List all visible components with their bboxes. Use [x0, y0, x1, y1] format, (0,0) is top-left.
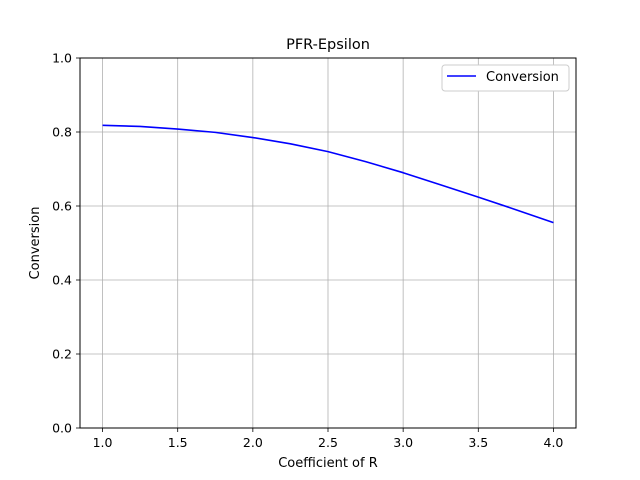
x-tick-label: 2.0 [243, 435, 263, 450]
x-tick-label: 1.0 [93, 435, 113, 450]
y-axis-label: Conversion [28, 207, 43, 280]
y-tick-label: 0.8 [52, 125, 72, 140]
chart-title: PFR-Epsilon [286, 37, 370, 53]
series-layer [102, 124, 554, 224]
y-tick-label: 1.0 [52, 51, 72, 66]
x-tick-label: 3.0 [393, 435, 413, 450]
y-tick-label: 0.6 [52, 199, 72, 214]
legend-box [441, 64, 570, 92]
legend-label: Conversion [486, 70, 559, 85]
legend: Conversion [441, 64, 570, 92]
y-tick-label: 0.0 [52, 421, 72, 436]
ticks: 1.0 1.5 2.0 2.5 3.0 3.5 4.0 0.0 0.2 0.4 0.6 0.8 1.0 [52, 51, 563, 451]
x-axis-label: Coefficient of R [278, 456, 378, 471]
conversion-series-line [102, 124, 554, 224]
x-tick-label: 2.5 [318, 435, 338, 450]
y-tick-label: 0.4 [52, 273, 72, 288]
x-tick-label: 3.5 [468, 435, 488, 450]
x-tick-label: 4.0 [544, 435, 564, 450]
x-tick-label: 1.5 [168, 435, 188, 450]
y-tick-label: 0.2 [52, 347, 72, 362]
